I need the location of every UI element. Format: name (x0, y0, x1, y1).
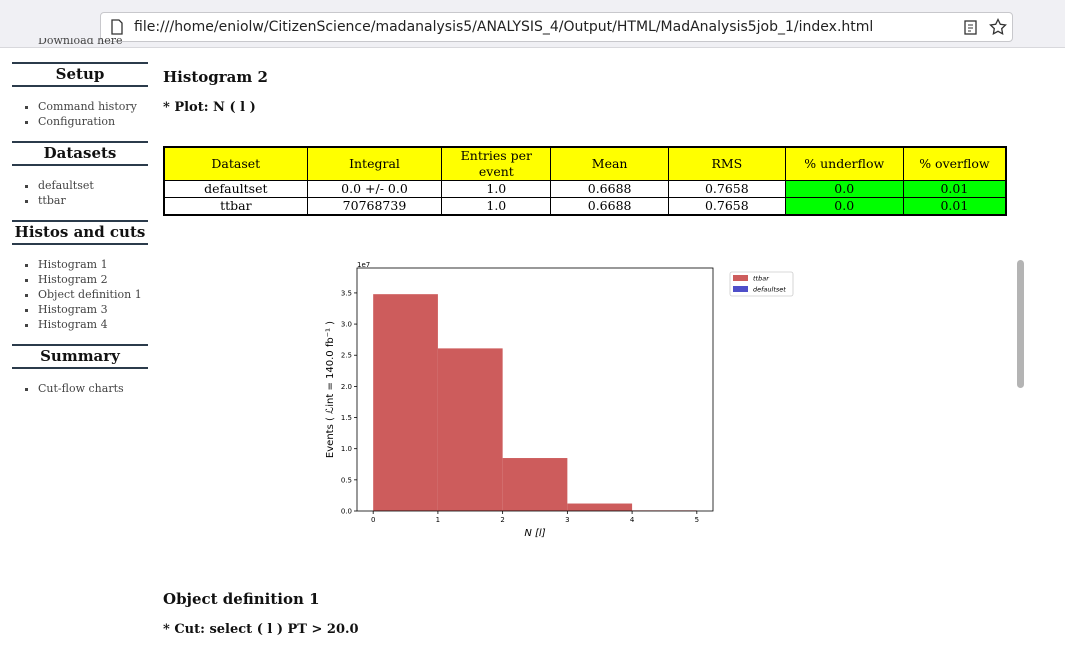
header-cell: % underflow (784, 146, 904, 181)
y-tick-label: 1.5 (341, 414, 352, 422)
legend-label: ttbar (753, 275, 770, 283)
sidebar-list: Histogram 1Histogram 2Object definition … (12, 257, 148, 332)
sidebar-heading: Datasets (12, 141, 148, 166)
table-row: ttbar 70768739 1.0 0.6688 0.7658 0.0 0.01 (163, 197, 1007, 216)
table-cell: 0.0 (784, 197, 904, 216)
sidebar-link[interactable]: Histogram 2 (38, 272, 148, 287)
header-cell: Entries per event (441, 146, 552, 181)
sidebar-link[interactable]: Histogram 3 (38, 302, 148, 317)
sidebar-list: defaultsetttbar (12, 178, 148, 208)
y-tick-label: 2.0 (341, 383, 352, 391)
table-cell: 1.0 (441, 180, 552, 198)
table-cell: 0.7658 (667, 197, 786, 216)
legend-swatch (733, 286, 748, 292)
header-cell: Integral (306, 146, 443, 181)
table-header: Dataset Integral Entries per event Mean RMS%… (163, 146, 1007, 181)
x-tick-label: 3 (565, 516, 569, 524)
table-cell: 0.6688 (550, 197, 669, 216)
sidebar-heading: Setup (12, 62, 148, 87)
histogram-bar (373, 294, 438, 511)
table-cell: 0.01 (902, 180, 1007, 198)
bookmark-star[interactable] (989, 18, 1007, 36)
histogram-chart: 0.0 0.5 1.0 1.5 2.0 2.5 3.0 3.5 0 1 2 3 4 5 1e7 N [l] Ev… (325, 261, 794, 539)
legend-swatch (733, 275, 748, 281)
plot-label: * Plot: N ( l ) (163, 100, 256, 115)
table-cell: 0.0 +/- 0.0 (306, 180, 443, 198)
table-cell: 0.7658 (667, 180, 786, 198)
header-cell: Dataset (163, 146, 308, 181)
x-tick-label: 4 (630, 516, 635, 524)
sidebar-link[interactable]: Histogram 4 (38, 317, 148, 332)
sidebar-link[interactable]: Histogram 1 (38, 257, 148, 272)
offset-label: 1e7 (357, 261, 370, 269)
header-cell: Mean (550, 146, 669, 181)
legend-label: defaultset (753, 286, 786, 294)
cut-label: * Cut: select ( l ) PT > 20.0 (163, 622, 359, 637)
table-cell: 0.0 (784, 180, 904, 198)
histogram-bar (567, 503, 633, 511)
url[interactable]: file:///home/eniolw/CitizenScience/madan… (134, 19, 874, 35)
address-bar[interactable]: file:///home/eniolw/CitizenScience/madan… (100, 12, 1013, 42)
header-cell: % overflow (902, 146, 1007, 181)
x-tick-label: 1 (436, 516, 440, 524)
sidebar-link[interactable]: Configuration (38, 114, 148, 129)
section-heading: Histogram 2 (163, 68, 268, 86)
table-cell: 1.0 (441, 197, 552, 216)
y-tick-label: 3.5 (341, 289, 352, 297)
sidebar-heading: Histos and cuts (12, 220, 148, 245)
section-heading: Object definition 1 (163, 590, 320, 608)
y-tick-label: 3.0 (341, 321, 352, 329)
sidebar-link[interactable]: Command history (38, 99, 148, 114)
sidebar-list: Command historyConfiguration (12, 99, 148, 129)
header-cell: RMS (667, 146, 786, 181)
x-tick-label: 2 (500, 516, 504, 524)
x-axis-label: N [l] (524, 528, 545, 539)
table-cell: defaultset (163, 180, 308, 198)
histogram-bar (502, 458, 568, 511)
sidebar-link[interactable]: ttbar (38, 193, 148, 208)
histogram-bar (437, 348, 503, 511)
plot-frame (356, 267, 714, 512)
table-cell: 70768739 (306, 197, 443, 216)
y-tick-label: 1.0 (341, 445, 352, 453)
table-cell: 0.6688 (550, 180, 669, 198)
table-row: defaultset 0.0 +/- 0.0 1.0 0.6688 0.7658 0.0 0… (163, 180, 1007, 198)
stats-table: Dataset Integral Entries per event Mean RMS%… (163, 146, 1007, 216)
y-axis-label: Events ( ℒint = 140.0 fb⁻¹ ) (325, 321, 336, 458)
browser-toolbar: file:///home/eniolw/CitizenScience/madan… (0, 0, 1065, 48)
y-tick-label: 2.5 (341, 352, 352, 360)
sidebar-link[interactable]: Cut-flow charts (38, 381, 148, 396)
x-tick-label: 0 (371, 516, 375, 524)
page-icon (111, 19, 123, 35)
sidebar-heading: Summary (12, 344, 148, 369)
reader-icon[interactable] (963, 20, 979, 36)
sidebar-link[interactable]: defaultset (38, 178, 148, 193)
sidebar: Download here Setup Command historyConfigu… (12, 38, 148, 396)
clipped-link: Download here (38, 38, 123, 47)
sidebar-link[interactable]: Object definition 1 (38, 287, 148, 302)
y-tick-label: 0.0 (341, 508, 352, 516)
table-cell: 0.01 (902, 197, 1007, 216)
scrollbar-thumb[interactable] (1017, 260, 1024, 388)
x-tick-label: 5 (695, 516, 699, 524)
y-tick-label: 0.5 (341, 476, 352, 484)
sidebar-list: Cut-flow charts (12, 381, 148, 396)
table-cell: ttbar (163, 197, 308, 216)
